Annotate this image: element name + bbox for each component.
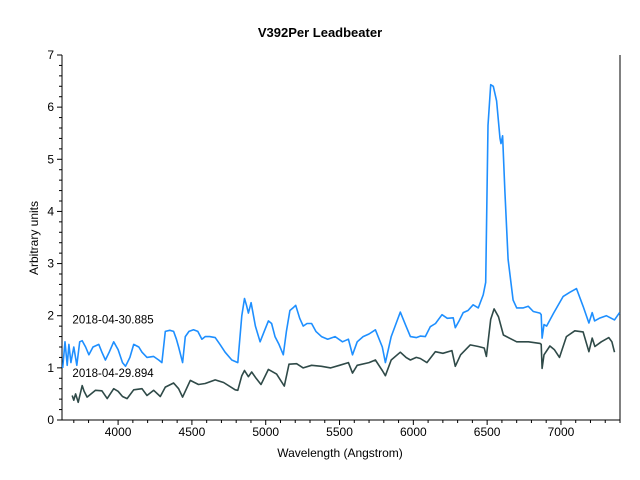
- y-tick-label: 2: [47, 309, 54, 323]
- y-tick-label: 0: [47, 413, 54, 427]
- axes: 4000 4500 5000 5500 6000 6500 7000 0 1 2 3 4 5 6 7: [47, 48, 621, 439]
- series-line-0: [61, 83, 621, 368]
- y-tick-label: 7: [47, 48, 54, 62]
- x-tick-label: 6500: [474, 425, 501, 439]
- x-tick-label: 5000: [252, 425, 279, 439]
- x-tick-label: 5500: [326, 425, 353, 439]
- y-tick-label: 4: [47, 204, 54, 218]
- y-tick-label: 6: [47, 100, 54, 114]
- y-axis-label: Arbitrary units: [27, 201, 41, 275]
- y-tick-label: 3: [47, 257, 54, 271]
- x-tick-label: 7000: [548, 425, 575, 439]
- x-axis-label: Wavelength (Angstrom): [277, 446, 403, 460]
- series-label: 2018-04-29.894: [72, 368, 154, 380]
- plot-area: [61, 83, 621, 404]
- annotations: 2018-04-30.885 2018-04-29.894: [72, 315, 154, 381]
- x-tick-label: 4500: [179, 425, 206, 439]
- x-tick-label: 6000: [400, 425, 427, 439]
- chart-title: V392Per Leadbeater: [258, 25, 382, 40]
- y-tick-label: 5: [47, 152, 54, 166]
- y-tick-label: 1: [47, 361, 54, 375]
- series-label: 2018-04-30.885: [72, 315, 153, 327]
- x-tick-label: 4000: [105, 425, 132, 439]
- series-line-1: [71, 308, 616, 404]
